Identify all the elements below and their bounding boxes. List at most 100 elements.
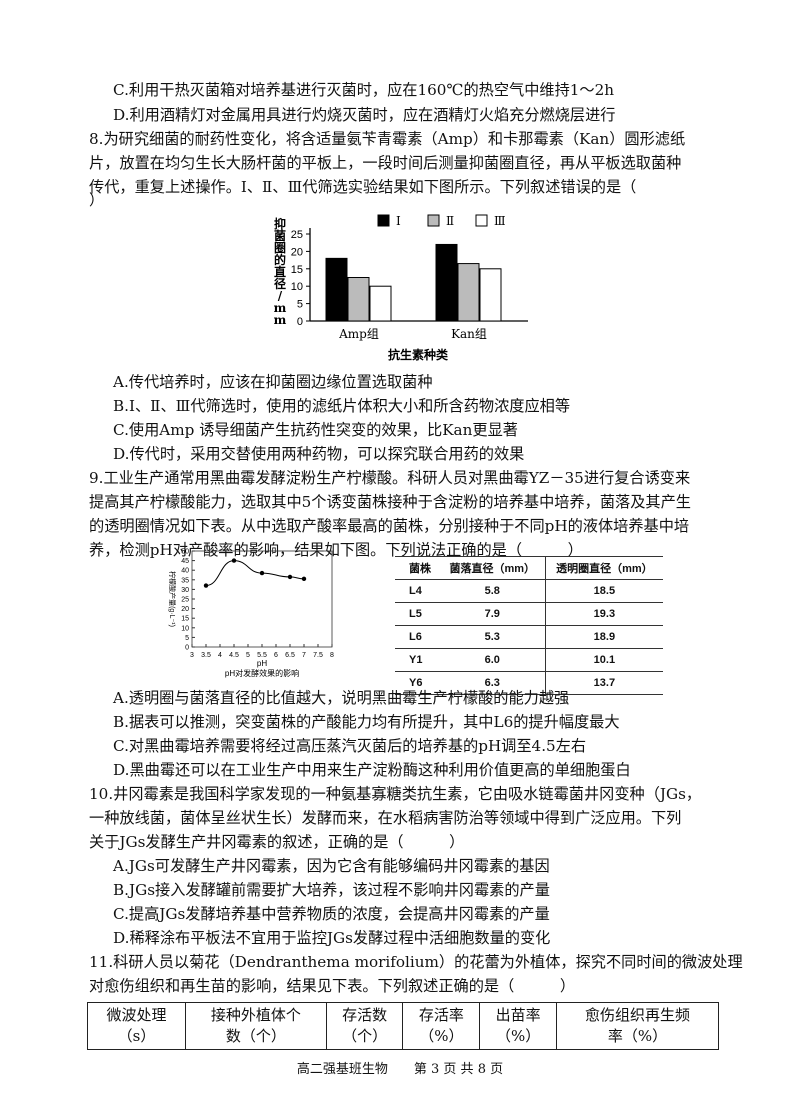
bar-y-tick-label: 15 [291, 264, 303, 276]
strain-cell: 6.3 [439, 671, 546, 695]
strain-cell: 6.0 [439, 648, 546, 672]
bar-y-label-char: 直 [274, 264, 286, 279]
strain-cell: 10.1 [545, 648, 663, 672]
legend-label-2: Ⅲ [494, 214, 506, 228]
q9-option-c: C.对黑曲霉培养需要将经过高压蒸汽灭菌后的培养基的pH调至4.5左右 [113, 737, 587, 755]
line-x-tick-label: 8 [330, 652, 334, 659]
line-x-tick-label: 7 [302, 652, 306, 659]
line-point-2 [259, 570, 265, 576]
line-y-tick-label: 10 [181, 625, 189, 632]
bar-0-1 [347, 277, 370, 322]
header-line: （%） [419, 1027, 464, 1045]
q7-option-c: C.利用干热灭菌箱对培养基进行灭菌时，应在160℃的热空气中维持1～2h [113, 81, 615, 99]
header-line: 率（%） [607, 1027, 668, 1045]
header-line: 存活率 [418, 1006, 464, 1024]
q8-option-d: D.传代时，采用交替使用两种药物，可以探究联合用药的效果 [113, 445, 525, 463]
strain-cell: Y1 [395, 648, 440, 672]
microwave-header-5: 愈伤组织再生频 率（%） [555, 1002, 720, 1050]
header-line: 愈伤组织再生频 [584, 1006, 690, 1024]
microwave-header-0: 微波处理 （s） [86, 1002, 187, 1050]
strain-table: 菌株 菌落直径（mm） 透明圈直径（mm） L4 5.8 18.5 L5 7.9 19.3 L6… [395, 556, 663, 695]
q8-option-a: A.传代培养时，应该在抑菌圈边缘位置选取菌种 [113, 373, 433, 391]
legend-swatch-2 [475, 214, 488, 227]
q8-option-c: C.使用Amp 诱导细菌产生抗药性突变的效果，比Kan更显著 [113, 421, 518, 439]
q8-stem-line1: 8.为研究细菌的耐药性变化，将含适量氨苄青霉素（Amp）和卡那霉素（Kan）圆形… [89, 130, 686, 148]
strain-cell: 13.7 [545, 671, 663, 695]
line-y-tick-label: 50 [181, 549, 189, 556]
line-x-tick-label: 6 [274, 652, 278, 659]
line-plot-frame [191, 550, 333, 648]
q7-option-d: D.利用酒精灯对金属用具进行灼烧灭菌时，应在酒精灯火焰充分燃烧层进行 [113, 106, 616, 124]
q8-option-b: B.Ⅰ、Ⅱ、Ⅲ代筛选时，使用的滤纸片体积大小和所含药物浓度应相等 [113, 397, 571, 415]
microwave-header-3: 存活率 （%） [402, 1002, 481, 1050]
bar-y-label-char: 的 [274, 252, 286, 267]
microwave-header-2: 存活数 （个） [325, 1002, 404, 1050]
bar-y-label-char: m [274, 301, 287, 315]
q9-stem-line4: 养，检测pH对产酸率的影响，结果如下图。下列说法正确的是（ ） [89, 541, 583, 559]
header-line: 出苗率 [495, 1006, 541, 1024]
q11-stem-line2: 对愈伤组织和再生苗的影响，结果见下表。下列叙述正确的是（ ） [89, 977, 575, 995]
q9-option-a: A.透明圈与菌落直径的比值越大，说明黑曲霉生产柠檬酸的能力越强 [113, 689, 570, 707]
line-point-4 [301, 576, 307, 582]
q9-stem-line3: 的透明圈情况如下表。从中选取产酸率最高的菌株，分别接种于不同pH的液体培养基中培 [89, 517, 690, 535]
bar-y-label-char: m [274, 313, 287, 327]
bar-x-label: 抗生素种类 [388, 347, 449, 362]
line-y-label: 柠檬酸产量(g·L⁻¹) [168, 571, 177, 627]
line-x-tick-label: 4.5 [229, 652, 239, 659]
strain-cell: 19.3 [545, 602, 663, 626]
line-x-tick-label: 5.5 [257, 652, 267, 659]
line-y-tick-label: 20 [181, 606, 189, 613]
line-x-tick-label: 6.5 [285, 652, 295, 659]
bar-y-tick-label: 0 [297, 316, 303, 328]
q10-option-a: A.JGs可发酵生产井冈霉素，因为它含有能够编码井冈霉素的基因 [113, 857, 550, 875]
bar-y-tick-label: 10 [291, 281, 303, 293]
microwave-table: 微波处理 （s） 接种外植体个 数（个） 存活数 （个） 存活率 （%） 出苗率 （%） 愈伤组织再… [86, 1002, 720, 1050]
bar-y-tick-label: 5 [297, 299, 303, 311]
line-x-tick-label: 4 [218, 652, 222, 659]
table-row: L4 5.8 18.5 [395, 579, 663, 603]
line-y-tick-label: 25 [181, 597, 189, 604]
bar-y-label-char: 抑 [274, 216, 286, 231]
strain-cell: 18.5 [545, 579, 663, 603]
bar-y-tick-label: 20 [291, 246, 303, 258]
strain-cell: 5.8 [439, 579, 546, 603]
strain-cell: 5.3 [439, 625, 546, 649]
header-line: 数（个） [225, 1027, 286, 1045]
bar-category-label: Amp组 [338, 327, 379, 341]
bar-1-1 [457, 263, 480, 322]
line-y-tick-label: 0 [185, 645, 189, 652]
bar-0-0 [325, 257, 348, 322]
line-point-3 [287, 574, 293, 580]
line-y-tick-label: 40 [181, 568, 189, 575]
q10-stem-line1: 10.井冈霉素是我国科学家发现的一种氨基寡糖类抗生素，它由吸水链霉菌井冈变种（J… [89, 785, 702, 803]
strain-cell: Y6 [395, 671, 440, 695]
line-y-tick-label: 30 [181, 587, 189, 594]
bar-category-label: Kan组 [451, 327, 487, 341]
q10-option-b: B.JGs接入发酵罐前需要扩大培养，该过程不影响井冈霉素的产量 [113, 881, 550, 899]
line-x-tick-label: 3.5 [201, 652, 211, 659]
bar-y-label-char: 菌 [274, 228, 286, 243]
q9-option-d: D.黑曲霉还可以在工业生产中用来生产淀粉酶这种利用价值更高的单细胞蛋白 [113, 761, 631, 779]
q10-stem-line3: 关于JGs发酵生产井冈霉素的叙述，正确的是（ ） [89, 833, 465, 851]
header-line: 微波处理 [106, 1006, 167, 1024]
bar-0-2 [369, 285, 392, 322]
legend-swatch-0 [377, 214, 390, 227]
q9-stem-line2: 提高其产柠檬酸能力，选取其中5个诱变菌株接种于含淀粉的培养基中培养，菌落及其产生 [89, 493, 691, 511]
table-row: L6 5.3 18.9 [395, 625, 663, 649]
bar-1-0 [435, 243, 458, 322]
q11-stem-line1: 11.科研人员以菊花（Dendranthema morifolium）的花蕾为外… [89, 953, 743, 971]
table-row: Y6 6.3 13.7 [395, 671, 663, 695]
q9-option-b: B.据表可以推测，突变菌株的产酸能力均有所提升，其中L6的提升幅度最大 [113, 713, 620, 731]
legend-swatch-1 [427, 214, 440, 227]
line-chart-ph: 0 5 10 15 20 25 30 35 40 45 50 3 3.5 4 4.5 5 5.5 6 6.5 7 7.5… [168, 549, 334, 679]
header-line: （%） [495, 1027, 541, 1045]
q10-stem-line2: 一种放线菌，菌体呈丝状生长）发酵而来，在水稻病害防治等领域中得到广泛应用。下列 [89, 809, 682, 827]
microwave-header-4: 出苗率 （%） [479, 1002, 557, 1050]
line-y-tick-label: 35 [181, 577, 189, 584]
bar-1-2 [479, 268, 502, 322]
line-series [205, 560, 305, 587]
table-row: L5 7.9 19.3 [395, 602, 663, 626]
bar-y-tick-label: 25 [291, 229, 303, 241]
line-y-tick-label: 15 [181, 616, 189, 623]
